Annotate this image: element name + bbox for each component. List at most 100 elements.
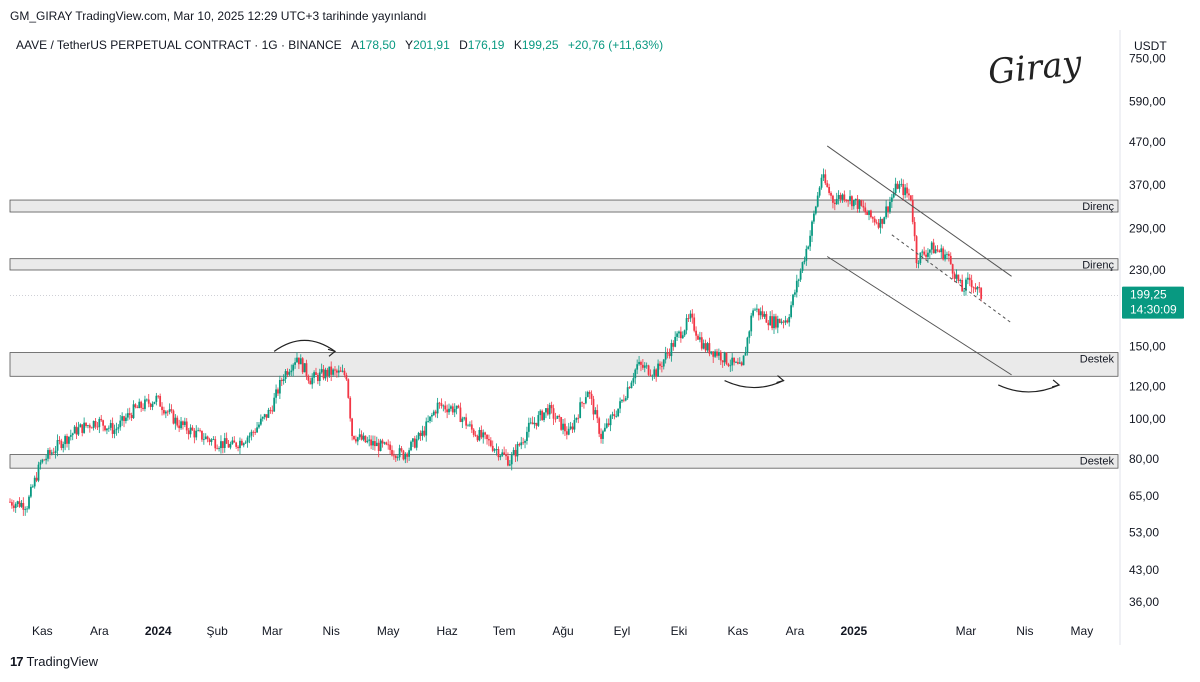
candle-body bbox=[909, 195, 912, 201]
symbol-name[interactable]: AAVE / TetherUS PERPETUAL CONTRACT · 1G … bbox=[16, 38, 342, 52]
y-tick-label: 590,00 bbox=[1129, 94, 1166, 108]
candle-body bbox=[508, 464, 511, 466]
candle-body bbox=[951, 264, 954, 274]
zone-1 bbox=[9, 258, 1119, 271]
candle-body bbox=[246, 437, 249, 443]
candle-body bbox=[573, 420, 576, 430]
candle-body bbox=[482, 432, 485, 438]
candle-body bbox=[199, 430, 201, 432]
candle-body bbox=[145, 399, 148, 401]
candle-body bbox=[674, 336, 677, 347]
candle-body bbox=[957, 274, 960, 281]
candle-body bbox=[759, 311, 762, 316]
y-tick-label: 230,00 bbox=[1129, 263, 1166, 277]
candle-body bbox=[52, 452, 55, 454]
candle-body bbox=[50, 452, 53, 454]
candle-body bbox=[685, 318, 688, 331]
candle-body bbox=[305, 363, 308, 377]
candle-body bbox=[641, 364, 644, 368]
candle-body bbox=[218, 448, 220, 449]
candle-body bbox=[271, 410, 274, 412]
candle-body bbox=[62, 444, 65, 449]
candle-body bbox=[488, 439, 490, 441]
tradingview-logo[interactable]: 17 TradingView bbox=[10, 654, 98, 669]
candle-body bbox=[41, 459, 44, 463]
currency-label[interactable]: USDT bbox=[1134, 39, 1167, 53]
candle-body bbox=[575, 417, 578, 421]
candle-body bbox=[569, 426, 572, 429]
candle-body bbox=[221, 441, 224, 448]
candle-body bbox=[594, 410, 597, 415]
candle-body bbox=[963, 290, 965, 292]
candle-body bbox=[149, 403, 152, 407]
candle-body bbox=[377, 442, 380, 452]
candle-body bbox=[653, 369, 656, 376]
candle-body bbox=[581, 402, 583, 404]
y-tick-label: 80,00 bbox=[1129, 452, 1159, 466]
candle-body bbox=[756, 308, 758, 310]
candle-body bbox=[613, 414, 616, 417]
candle-body bbox=[906, 187, 908, 194]
candle-body bbox=[402, 450, 405, 460]
candle-body bbox=[282, 379, 285, 382]
y-tick-label: 43,00 bbox=[1129, 563, 1159, 577]
candle-body bbox=[259, 418, 262, 425]
candle-body bbox=[615, 416, 618, 417]
candle-body bbox=[712, 351, 715, 357]
candle-body bbox=[474, 434, 477, 436]
candle-body bbox=[142, 407, 144, 409]
candle-body bbox=[911, 200, 914, 222]
candle-body bbox=[579, 402, 582, 418]
candle-body bbox=[183, 421, 186, 426]
candle-body bbox=[767, 322, 770, 326]
channel-mid-line bbox=[891, 234, 1012, 324]
candle-body bbox=[493, 449, 496, 451]
candle-body bbox=[790, 305, 793, 317]
channel-line-1 bbox=[826, 256, 1012, 376]
candle-body bbox=[96, 426, 99, 428]
candle-body bbox=[778, 318, 781, 323]
candle-body bbox=[69, 435, 72, 437]
candle-body bbox=[214, 439, 217, 449]
candle-body bbox=[640, 361, 642, 365]
candle-body bbox=[567, 428, 570, 435]
close-value: 199,25 bbox=[521, 38, 559, 52]
candle-body bbox=[60, 440, 63, 449]
candle-body bbox=[229, 443, 232, 448]
candle-body bbox=[248, 435, 251, 438]
candle-body bbox=[109, 423, 112, 428]
candle-body bbox=[47, 450, 49, 459]
candle-body bbox=[292, 364, 295, 371]
candle-body bbox=[843, 194, 846, 201]
candle-body bbox=[263, 414, 266, 417]
candle-body bbox=[455, 405, 458, 410]
price-tag-bg bbox=[1122, 286, 1184, 319]
high-label: Y bbox=[405, 38, 414, 52]
candle-body bbox=[583, 403, 585, 405]
candle-body bbox=[258, 424, 260, 428]
candle-body bbox=[436, 402, 439, 414]
zone-3 bbox=[9, 454, 1119, 469]
candle-body bbox=[284, 371, 287, 380]
candle-body bbox=[655, 369, 658, 377]
candle-body bbox=[155, 395, 158, 402]
candle-body bbox=[626, 387, 629, 399]
candle-body bbox=[898, 184, 901, 189]
candle-body bbox=[885, 206, 888, 218]
candle-body bbox=[776, 318, 779, 328]
candle-body bbox=[151, 403, 154, 407]
candle-body bbox=[970, 280, 973, 288]
candle-body bbox=[195, 430, 198, 438]
candle-body bbox=[875, 222, 878, 224]
candle-body bbox=[928, 249, 931, 253]
candle-body bbox=[343, 370, 346, 375]
candle-body bbox=[972, 287, 975, 288]
candle-body bbox=[334, 369, 336, 371]
candle-body bbox=[826, 183, 829, 187]
candle-body bbox=[775, 316, 777, 328]
candle-body bbox=[191, 427, 194, 431]
candle-body bbox=[634, 369, 637, 379]
zone-label: Direnç bbox=[1082, 260, 1114, 272]
candle-body bbox=[202, 439, 205, 440]
